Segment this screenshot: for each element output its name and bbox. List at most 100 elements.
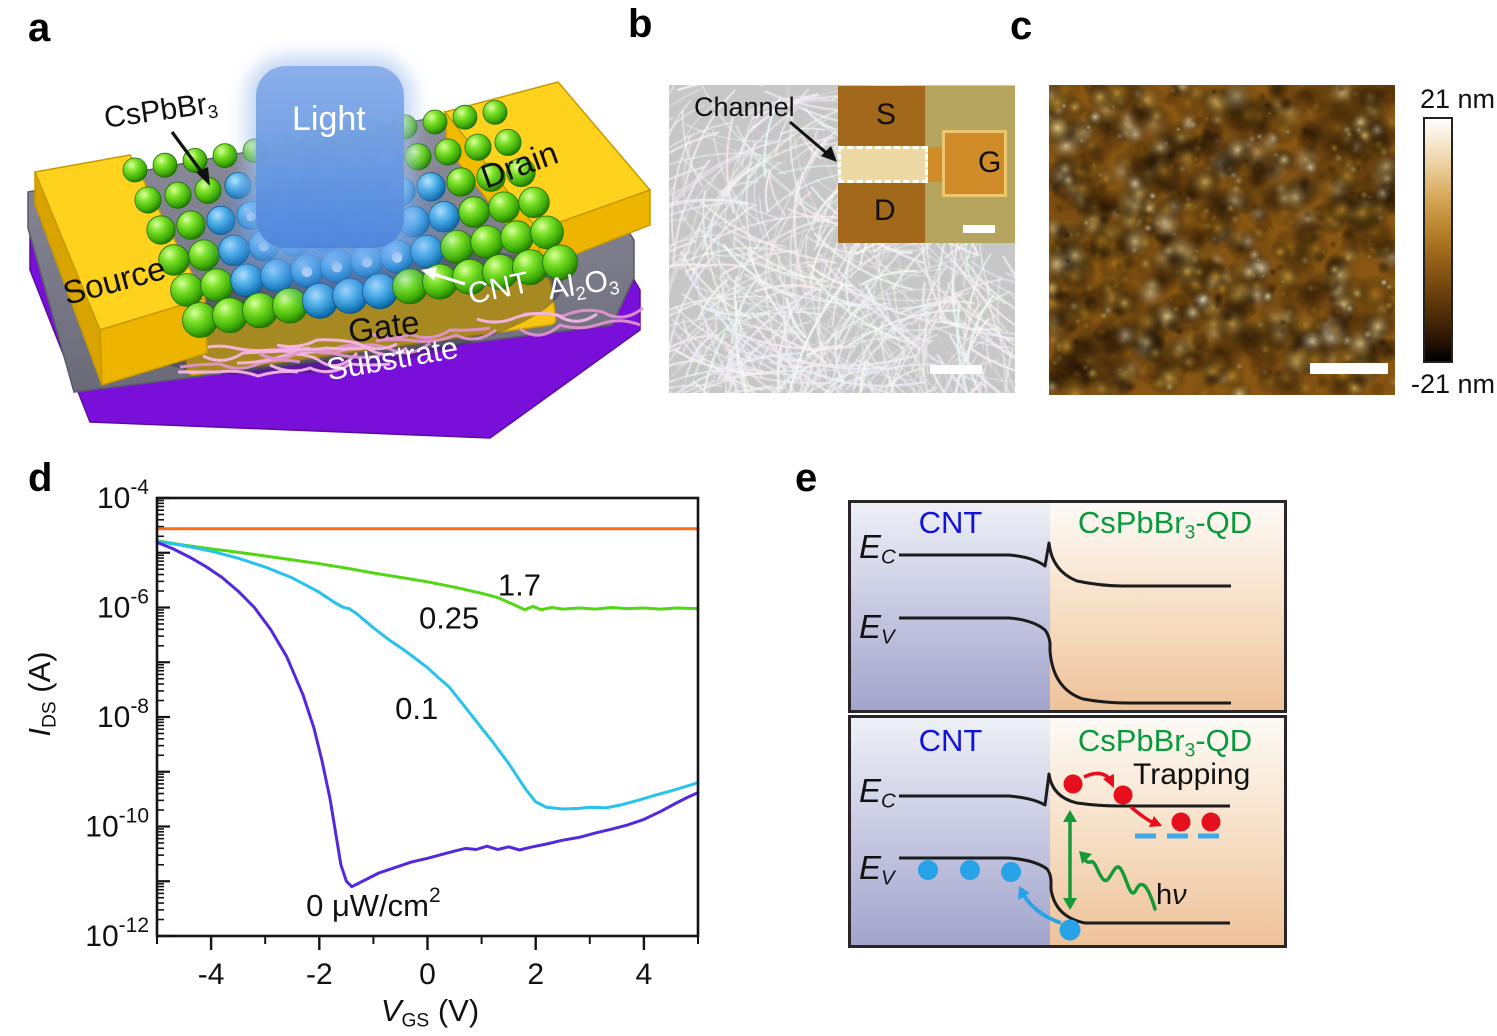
electron-hop-arrow	[1083, 771, 1114, 788]
panel-a-letter: a	[28, 6, 51, 50]
qd-sphere	[146, 215, 176, 245]
y-axis-label: IDS (A)	[22, 584, 66, 804]
svg-text:4: 4	[636, 958, 653, 991]
conduction-band-line	[899, 541, 1231, 588]
light-beam	[198, 56, 462, 310]
valence-band-line	[899, 616, 1231, 705]
ec-label: EC	[859, 528, 896, 569]
qd-region-label: CsPbBr3-QD	[1050, 723, 1280, 762]
cnt-region	[851, 503, 1050, 710]
qd-sphere	[122, 157, 148, 183]
channel-annotation: Channel	[694, 92, 795, 122]
hole	[1001, 862, 1021, 882]
afm-image	[1049, 85, 1395, 395]
photon-wave-arrow	[1079, 851, 1157, 911]
band-diagram-dark: CNT CsPbBr3-QD EC EV	[848, 500, 1287, 713]
ev-label: EV	[859, 608, 895, 649]
ec-label: EC	[859, 772, 896, 813]
svg-text:0 μW/cm2: 0 μW/cm2	[306, 884, 441, 923]
transfer-curve-chart: -4 -2 0 2 4 10-4 10-6 10-8 10-10 10-12 1.7 0.25 0.1 0…	[85, 476, 700, 991]
qd-region	[1050, 503, 1284, 710]
svg-text:0.25: 0.25	[419, 600, 479, 635]
svg-text:0.1: 0.1	[395, 691, 438, 726]
qd-sphere	[452, 104, 478, 130]
ec-sub: C	[881, 545, 896, 569]
y-axis-sub: DS	[39, 701, 61, 728]
qd-sphere	[476, 162, 506, 192]
inset-scale-bar	[963, 225, 995, 233]
cnt-region-label: CNT	[918, 723, 983, 758]
qd-sphere	[488, 191, 520, 223]
qd-sphere	[458, 196, 490, 228]
ev-sub: V	[881, 625, 895, 649]
ev-sub: V	[881, 866, 895, 890]
panel-e-letter: e	[795, 456, 818, 500]
optical-inset: S D G	[838, 86, 1015, 243]
x-axis-label: VGS (V)	[330, 993, 530, 1032]
panel-c-letter: c	[1010, 4, 1033, 48]
cnt-region-label: CNT	[918, 505, 983, 540]
conduction-band-line	[899, 772, 1230, 808]
inset-gate-pad	[942, 130, 1007, 197]
ev-symbol: E	[859, 608, 882, 645]
y-axis-unit: (A)	[22, 651, 57, 702]
panel-d-letter: d	[28, 456, 53, 500]
qd-sphere	[494, 128, 522, 156]
inset-source-pad	[838, 86, 925, 146]
ev-symbol: E	[859, 849, 882, 886]
qd-region-label: CsPbBr3-QD	[1050, 505, 1280, 544]
trapped-electron	[1171, 812, 1191, 832]
qd-sphere	[212, 143, 238, 168]
band-diagram-light: CNT CsPbBr3-QD EC EV Trapping hν	[848, 715, 1287, 948]
cnt-strand	[476, 311, 598, 324]
band-lines-dark	[899, 541, 1231, 705]
svg-text:2: 2	[527, 958, 544, 991]
photon-h: h	[1156, 879, 1173, 911]
hole	[918, 860, 938, 880]
cnt-arrow	[421, 267, 466, 286]
colorbar-max-label: 21 nm	[1419, 84, 1495, 114]
qd-sphere	[518, 186, 550, 219]
svg-text:1.7: 1.7	[498, 568, 541, 603]
channel-region	[838, 146, 928, 183]
sem-scale-bar	[930, 365, 982, 374]
qd-sphere	[422, 109, 448, 135]
y-axis-symbol: I	[22, 728, 57, 737]
qd-sphere	[212, 297, 248, 334]
svg-text:10-10: 10-10	[85, 805, 149, 844]
inset-source-label: S	[876, 98, 897, 131]
qd-sphere	[506, 157, 536, 187]
svg-text:10-4: 10-4	[97, 476, 149, 515]
cnt-strand	[369, 326, 491, 340]
qd-label-base: CsPbBr	[1077, 723, 1185, 758]
svg-text:10-8: 10-8	[97, 695, 149, 734]
electron	[1063, 774, 1083, 794]
ev-label: EV	[859, 849, 895, 890]
cnt-strand	[375, 328, 497, 343]
oxide-o: O	[582, 264, 611, 301]
band-lines-light	[899, 771, 1230, 941]
svg-text:10-12: 10-12	[85, 914, 149, 953]
light-label: Light	[292, 100, 366, 138]
cnt-network	[178, 306, 644, 378]
inset-drain-pad	[838, 183, 925, 243]
inset-drain-label: D	[874, 194, 896, 227]
x-axis-symbol: V	[380, 993, 402, 1028]
qd-region	[1050, 718, 1284, 945]
trapping-label: Trapping	[1133, 758, 1251, 791]
panel-b-letter: b	[628, 2, 653, 46]
electron	[1113, 785, 1133, 805]
cnt-strand	[202, 349, 324, 362]
ec-symbol: E	[859, 528, 882, 565]
cnt-strand	[519, 319, 641, 337]
oxide-al: Al	[545, 269, 578, 307]
qd-sphere	[446, 167, 476, 197]
channel-arrow	[789, 120, 837, 162]
qd-sphere	[482, 100, 508, 125]
cspbbr3-arrow	[170, 131, 210, 186]
x-axis-sub: GS	[401, 1010, 430, 1032]
qd-sphere	[170, 273, 204, 307]
trapped-electron	[1201, 812, 1221, 832]
svg-text:-2: -2	[306, 958, 333, 991]
